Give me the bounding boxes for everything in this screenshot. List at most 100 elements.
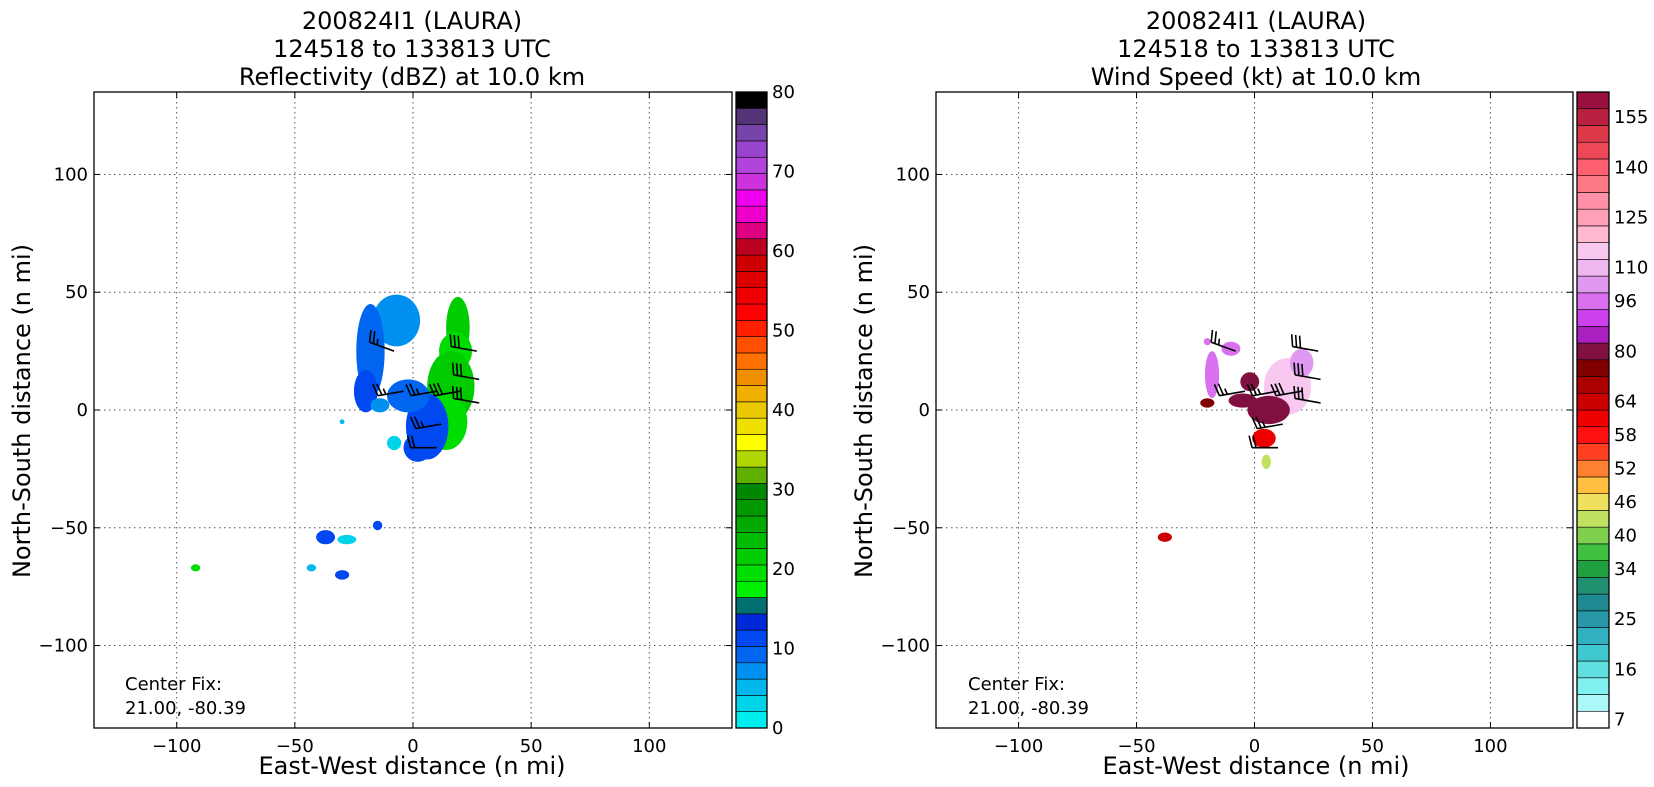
reflectivity-colorbar-cell	[735, 205, 768, 223]
wind-barb-flag	[1217, 383, 1225, 396]
reflectivity-colorbar-cell	[735, 189, 768, 207]
wind-wind-barbs	[1210, 329, 1321, 449]
wind-wind-barb	[1293, 362, 1321, 381]
wind-wind-barb	[1270, 382, 1302, 397]
reflectivity-colorbar-cell	[735, 695, 768, 712]
wind-colorbar-label: 110	[1614, 258, 1648, 279]
reflectivity-echo-region	[387, 435, 402, 451]
wind-barb-flag	[1251, 417, 1258, 429]
wind-barb-half-flag	[1224, 388, 1229, 395]
wind-colorbar-label: 125	[1614, 208, 1648, 229]
reflectivity-echo-region	[372, 294, 421, 347]
reflectivity-colorbar-cell	[735, 711, 768, 729]
reflectivity-barb-flag	[455, 386, 459, 400]
wind-speed-panel: 200824I1 (LAURA) 124518 to 133813 UTC Wi…	[850, 7, 1648, 780]
reflectivity-wind-barb	[372, 383, 404, 397]
reflectivity-colorbar-label: 80	[772, 82, 795, 103]
reflectivity-colorbar: 0 10 20 30 40 50 60 70 80	[735, 82, 795, 739]
wind-echo-region	[1200, 398, 1215, 408]
reflectivity-echo-region	[353, 369, 378, 413]
wind-colorbar-cell	[1576, 710, 1610, 729]
reflectivity-colorbar-cell	[735, 108, 768, 125]
wind-barb-staff	[1294, 397, 1321, 404]
wind-colorbar-cell	[1576, 409, 1610, 428]
reflectivity-colorbar-cell	[735, 564, 768, 582]
reflectivity-colorbar-cell	[735, 140, 768, 158]
wind-x-tick-label: −100	[994, 736, 1043, 757]
reflectivity-echo-region	[335, 570, 350, 580]
reflectivity-colorbar-cell	[735, 450, 768, 468]
wind-colorbar-cell	[1576, 225, 1610, 243]
reflectivity-barb-flag	[413, 416, 421, 429]
reflectivity-colorbar-label: 0	[772, 718, 783, 739]
reflectivity-colorbar-cell	[735, 336, 768, 354]
reflectivity-colorbar-cell	[735, 385, 768, 403]
reflectivity-colorbar-cell	[735, 124, 768, 142]
wind-y-axis-label: North-South distance (n mi)	[850, 244, 878, 578]
wind-colorbar-cell	[1576, 208, 1610, 227]
wind-x-tick-label: 0	[1249, 736, 1260, 757]
reflectivity-barb-half-flag	[420, 421, 425, 428]
reflectivity-y-tick-label: 50	[65, 282, 88, 303]
reflectivity-barb-flag	[436, 382, 444, 395]
wind-colorbar-cell	[1576, 694, 1610, 712]
reflectivity-barb-flag	[406, 435, 412, 448]
wind-echo-region	[1289, 348, 1314, 378]
reflectivity-barb-flag	[405, 384, 412, 396]
wind-x-tick-label: −50	[1118, 736, 1156, 757]
wind-colorbar-cell	[1576, 141, 1610, 160]
wind-colorbar-label: 52	[1614, 459, 1637, 480]
wind-barb-half-flag	[1257, 388, 1262, 395]
reflectivity-echo-region	[387, 379, 430, 413]
reflectivity-echo-region	[316, 530, 336, 545]
reflectivity-colorbar-cell	[735, 646, 768, 664]
wind-colorbar-label: 16	[1614, 659, 1637, 680]
wind-ticks	[936, 92, 1573, 728]
reflectivity-wind-barb	[451, 362, 480, 381]
reflectivity-colorbar-label: 50	[772, 321, 795, 342]
reflectivity-colorbar-cell	[735, 434, 768, 452]
wind-barb-flag	[1214, 331, 1218, 344]
wind-x-tick-label: 100	[1473, 736, 1507, 757]
reflectivity-wind-barb	[368, 329, 395, 352]
wind-barb-flag	[1290, 334, 1294, 347]
wind-colorbar-cell	[1576, 677, 1610, 695]
reflectivity-barb-flag	[409, 417, 417, 429]
wind-barb-flag	[1252, 435, 1257, 448]
reflectivity-barb-flag	[368, 329, 372, 343]
wind-colorbar-cell	[1576, 158, 1610, 176]
wind-colorbar-cell	[1576, 476, 1610, 494]
reflectivity-barb-flag	[451, 386, 455, 399]
reflectivity-panel: 200824I1 (LAURA) 124518 to 133813 UTC Re…	[8, 7, 795, 780]
wind-colorbar-label: 46	[1614, 492, 1637, 513]
wind-wind-barb	[1290, 334, 1319, 352]
wind-center-fix-label: Center Fix:	[968, 674, 1065, 695]
wind-colorbar-cell	[1576, 192, 1610, 210]
reflectivity-barb-staff	[453, 374, 480, 381]
wind-colorbar-label: 58	[1614, 425, 1637, 446]
wind-barb-flag	[1270, 384, 1277, 396]
wind-center-fix-value: 21.00, -80.39	[968, 698, 1089, 719]
wind-colorbar-cell	[1576, 510, 1610, 528]
reflectivity-colorbar-cell	[735, 352, 768, 370]
wind-barb-flag	[1294, 334, 1298, 348]
reflectivity-colorbar-cell	[735, 401, 768, 419]
wind-colorbar-label: 155	[1614, 107, 1648, 128]
reflectivity-barb-flag	[451, 362, 455, 375]
wind-colorbar-cell	[1576, 242, 1610, 260]
reflectivity-title-line-2: 124518 to 133813 UTC	[273, 35, 551, 63]
wind-colorbar-cell	[1576, 560, 1610, 578]
wind-colorbar-cell	[1576, 175, 1610, 193]
wind-wind-barb	[1248, 435, 1279, 449]
reflectivity-barb-flag	[372, 384, 379, 396]
wind-barb-half-flag	[1217, 338, 1221, 346]
reflectivity-echo-region	[306, 564, 317, 572]
reflectivity-x-axis-label: East-West distance (n mi)	[258, 752, 565, 780]
reflectivity-barb-flag	[457, 335, 460, 349]
wind-colorbar-label: 80	[1614, 341, 1637, 362]
wind-barb-flag	[1278, 382, 1285, 395]
reflectivity-barb-staff	[453, 397, 480, 404]
reflectivity-colorbar-cell	[735, 532, 768, 549]
reflectivity-colorbar-cell	[735, 580, 768, 598]
